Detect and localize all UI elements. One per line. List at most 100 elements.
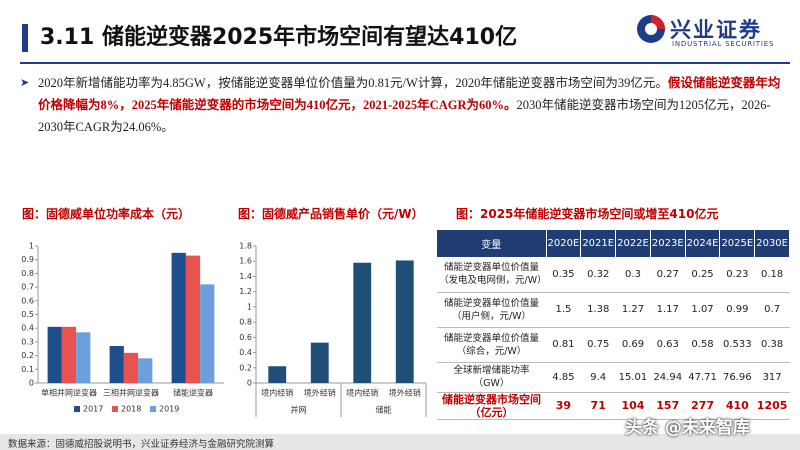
table-cell: 0.75 [580,327,616,363]
bar [395,260,414,383]
logo-icon [637,15,665,43]
footer-bar [0,434,800,450]
bullet-highlight: 假设储能逆变器年均价格降幅为8%，2025年储能逆变器的市场空间为410亿元，2… [38,76,781,112]
table-header-cell: 变量 [437,230,547,257]
table-header-cell: 2020E [546,230,582,257]
table-cell: 0.35 [546,257,581,293]
table-cell: 410 [719,392,755,420]
bar [123,352,139,383]
table-cell: 0.32 [580,257,616,293]
y-tick-label: 0.6 [239,333,252,342]
bar [353,262,372,383]
x-tick-label: 境内经销 [261,388,293,398]
table-cell: 0.38 [754,327,790,363]
y-tick-label: 0.2 [239,363,252,372]
x-tick-label: 储能逆变器 [173,388,213,398]
y-tick-label: 1.6 [239,257,252,266]
table-cell: 储能逆变器单位价值量（发电及电网侧，元/W） [437,257,547,293]
y-tick-label: 0.2 [21,351,34,360]
table-cell: 0.23 [719,257,755,293]
y-tick-label: 0.4 [21,324,34,333]
y-tick-label: 0.4 [239,348,252,357]
y-tick-label: 0 [247,379,252,388]
table-header-cell: 2030E [754,230,790,257]
table-cell: 9.4 [580,362,616,393]
bar [76,332,91,383]
table-cell: 0.533 [719,327,755,363]
table-cell: 1.07 [685,292,720,328]
table-header-cell: 2023E [650,230,686,257]
x-tick-label: 境外经销 [304,388,336,398]
y-tick-label: 1.2 [239,287,252,296]
legend-label: 2018 [121,405,141,414]
y-tick-label: 0.1 [21,365,34,374]
x-tick-label: 三相并网逆变器 [103,388,159,398]
bullet-segment: 2020年新增储能功率为4.85GW，按储能逆变器单位价值量为0.81元/W计算… [38,76,668,90]
table-cell: 储能逆变器市场空间（亿元） [437,392,547,420]
y-tick-label: 0.9 [21,255,34,264]
table-cell: 1.17 [650,292,686,328]
chart-title: 图：固德威产品销售单价（元/W） [238,207,424,221]
bar [138,358,153,383]
table-cell: 0.25 [685,257,720,293]
bar [310,342,329,383]
table-cell: 71 [580,392,616,420]
y-tick-label: 0.5 [21,310,34,319]
table-cell: 157 [650,392,686,420]
legend-swatch [74,406,80,412]
table-cell: 1.38 [580,292,616,328]
legend-label: 2017 [83,405,103,414]
group-label: 并网 [291,405,307,415]
table-cell: 24.94 [650,362,686,393]
table-cell: 39 [546,392,581,420]
bar [268,366,287,383]
table-cell: 0.7 [754,292,790,328]
table-header-cell: 2025E [719,230,756,257]
table-header-cell: 2024E [685,230,721,257]
y-tick-label: 1 [29,242,34,251]
table-header-cell: 2021E [580,230,617,257]
table-cell: 储能逆变器单位价值量（综合，元/W） [437,327,547,363]
slide-title: 3.11 储能逆变器2025年市场空间有望达410亿 [22,24,517,52]
data-table: 变量 2020E 2021E 2022E 2023E 2024E 2025E 2030E 储能逆… [437,230,790,420]
chart: 0 0.1 0.2 0.3 0.4 0.5 0.6 0.7 0.8 0.9 1 单相并网逆变器 三相并网… [21,242,224,414]
bar [200,284,215,383]
table-cell: 1.27 [615,292,651,328]
table-cell: 0.27 [650,257,686,293]
y-tick-label: 0.3 [21,337,34,346]
table-title: 图：2025年储能逆变器市场空间或增至410亿元 [456,207,719,221]
watermark: 头条 @未来智库 [625,418,750,438]
bullet-segment: 2030年储能逆变器市场空间为1205亿元，2026-2030年CAGR为24.… [38,98,771,134]
table-cell: 1205 [754,392,790,420]
table-cell: 15.01 [615,362,651,393]
table-header-cell: 2022E [615,230,651,257]
table-cell: 0.58 [685,327,720,363]
chart-title: 图：固德威单位功率成本（元） [22,207,191,221]
table-cell: 储能逆变器单位价值量（用户侧，元/W） [437,292,547,328]
y-tick-label: 1.4 [239,272,252,281]
header-rule [20,62,790,64]
x-tick-label: 境内经销 [346,388,378,398]
table-cell: 0.69 [615,327,651,363]
table-cell: 全球新增储能功率（GW） [437,362,547,393]
table-cell: 277 [685,392,720,420]
x-tick-label: 境外经销 [389,388,421,398]
legend-label: 2019 [159,405,179,414]
y-tick-label: 0.8 [239,318,252,327]
table-cell: 47.71 [685,362,720,393]
table-cell: 0.18 [754,257,790,293]
legend-swatch [112,406,118,412]
y-tick-label: 0.6 [21,296,34,305]
bar [185,255,201,383]
y-tick-label: 1 [247,302,252,311]
y-tick-label: 0.7 [21,283,34,292]
bar [61,326,77,383]
table-cell: 104 [615,392,651,420]
logo-text: 兴业证券 [670,18,762,42]
table-cell: 0.3 [615,257,651,293]
table-cell: 0.99 [719,292,755,328]
group-label: 储能 [376,405,392,415]
table-cell: 317 [754,362,790,393]
bar [47,326,62,383]
